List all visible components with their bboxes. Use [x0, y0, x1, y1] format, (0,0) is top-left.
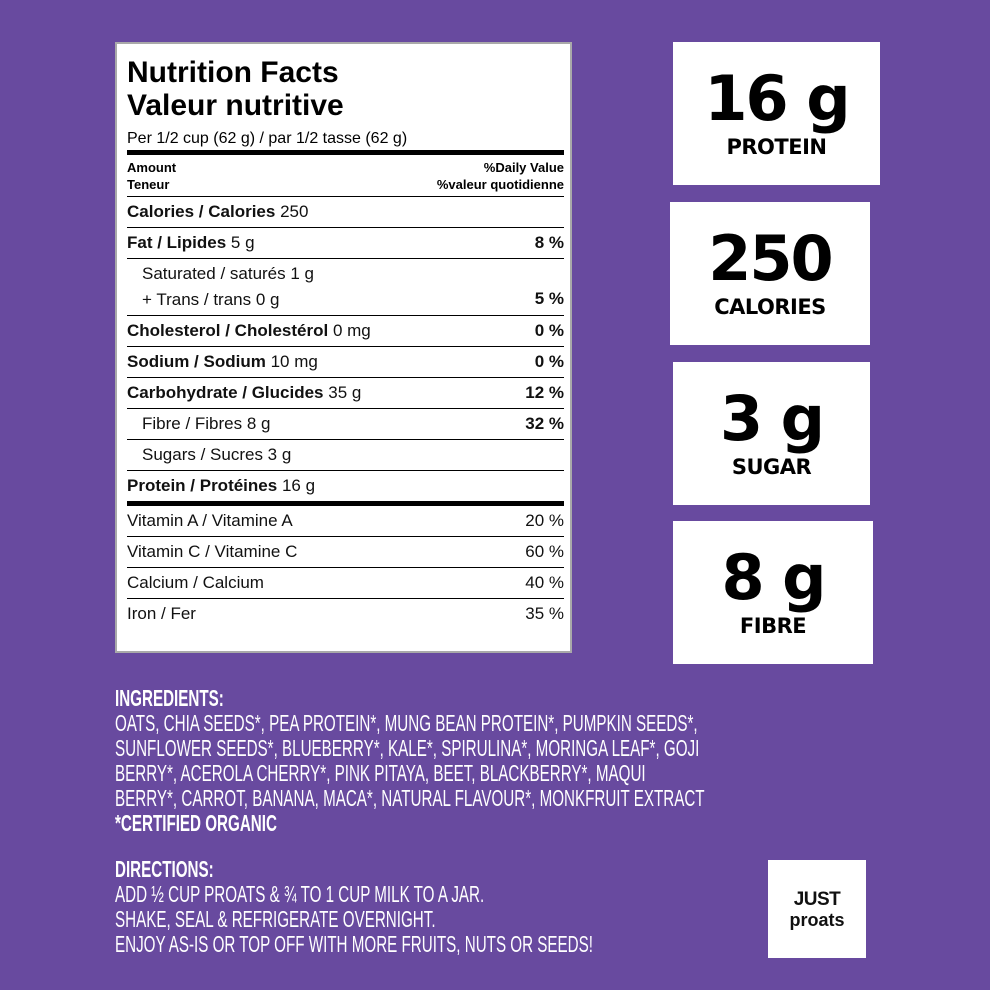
nutrient-label: Sodium / Sodium 10 mg [127, 352, 318, 372]
nutrient-amount: 0 mg [332, 321, 371, 340]
nutrient-label: Saturated / saturés 1 g + Trans / trans 0… [142, 261, 314, 313]
nutrient-row: Calories / Calories 250 [127, 197, 564, 228]
logo-text: JUST [793, 889, 841, 910]
nutrient-amount: 16 g [281, 476, 316, 495]
daily-value: 0 % [534, 321, 564, 340]
stat-value: 3 g [719, 382, 825, 455]
stat-box: 250 CALORIES [670, 202, 870, 345]
column-headers: Amount Teneur %Daily Value %valeur quotidi… [127, 155, 564, 197]
daily-value: 12 % [525, 383, 564, 402]
nutrient-label: Calories / Calories 250 [127, 202, 308, 222]
logo-text: proats [789, 910, 845, 930]
stat-box: 3 g SUGAR [673, 362, 870, 505]
direction-line: ADD ½ CUP PROATS & ¾ TO 1 CUP MILK TO A … [115, 881, 485, 907]
daily-value: 35 % [525, 604, 564, 623]
nutrient-text: Fibre / Fibres 8 g [142, 414, 271, 433]
ingredient-line: BERRY*, ACEROLA CHERRY*, PINK PITAYA, BE… [115, 760, 646, 786]
vitamin-name: Vitamin A / Vitamine A [127, 511, 293, 530]
nutrient-amount: 250 [280, 202, 309, 221]
daily-value: 40 % [525, 573, 564, 592]
nutrient-line: + Trans / trans 0 g [142, 290, 280, 309]
stat-value: 8 g [721, 541, 826, 614]
nutrient-label: Protein / Protéines 16 g [127, 476, 315, 496]
label-title: Valeur nutritive [127, 89, 344, 122]
nutrient-name: Carbohydrate / Glucides [127, 383, 324, 402]
nutrient-row: Fat / Lipides 5 g 8 % [127, 228, 564, 259]
nutrient-rows: Calories / Calories 250 Fat / Lipides 5 g… [127, 197, 564, 501]
ingredients: INGREDIENTS: OATS, CHIA SEEDS*, PEA PROTE… [115, 686, 705, 836]
header-text: Amount [127, 160, 177, 175]
direction-line: SHAKE, SEAL & REFRIGERATE OVERNIGHT. [115, 906, 436, 932]
header-text: %Daily Value [483, 160, 564, 175]
dv-header: %Daily Value %valeur quotidienne [437, 159, 564, 193]
daily-value: 20 % [525, 511, 564, 530]
nutrient-row: Sugars / Sucres 3 g [127, 440, 564, 471]
nutrient-label: Cholesterol / Cholestérol 0 mg [127, 321, 371, 341]
nutrient-label: Fibre / Fibres 8 g [142, 414, 271, 434]
label-content: Nutrition Facts Valeur nutritive Per 1/2… [127, 56, 564, 629]
nutrition-label: Nutrition Facts Valeur nutritive Per 1/2… [115, 42, 572, 653]
vitamin-rows: Vitamin A / Vitamine A 20 % Vitamin C / Vi… [127, 506, 564, 629]
amount-header: Amount Teneur [127, 159, 176, 193]
rule [127, 501, 564, 506]
nutrient-line: Saturated / saturés 1 g [142, 264, 314, 283]
vitamin-name: Iron / Fer [127, 604, 196, 623]
nutrient-amount: 5 g [230, 233, 255, 252]
nutrient-amount: 35 g [328, 383, 362, 402]
header-text: Teneur [127, 177, 170, 192]
nutrient-name: Cholesterol / Cholestérol [127, 321, 329, 340]
nutrient-name: Sodium / Sodium [127, 352, 266, 371]
stat-label: CALORIES [714, 295, 826, 319]
stat-box: 16 g PROTEIN [673, 42, 880, 185]
vitamin-row: Iron / Fer 35 % [127, 599, 564, 629]
header-text: %valeur quotidienne [436, 177, 564, 192]
daily-value: 0 % [534, 352, 564, 371]
vitamin-name: Vitamin C / Vitamine C [127, 542, 298, 561]
nutrient-label: Fat / Lipides 5 g [127, 233, 255, 253]
stat-value: 16 g [704, 62, 850, 135]
stat-value: 250 [708, 222, 833, 295]
vitamin-name: Calcium / Calcium [127, 573, 264, 592]
daily-value: 5 % [534, 289, 564, 308]
daily-value: 8 % [534, 233, 564, 252]
vitamin-row: Vitamin A / Vitamine A 20 % [127, 506, 564, 537]
nutrient-amount: 10 mg [270, 352, 318, 371]
label-title: Nutrition Facts [127, 56, 339, 89]
vitamin-row: Calcium / Calcium 40 % [127, 568, 564, 599]
stat-box: 8 g FIBRE [673, 521, 873, 664]
nutrient-label: Carbohydrate / Glucides 35 g [127, 383, 361, 403]
nutrient-row: Sodium / Sodium 10 mg 0 % [127, 347, 564, 378]
daily-value: 60 % [525, 542, 564, 561]
nutrient-row: Saturated / saturés 1 g + Trans / trans 0… [127, 259, 564, 316]
nutrient-row: Cholesterol / Cholestérol 0 mg 0 % [127, 316, 564, 347]
daily-value: 32 % [525, 414, 564, 433]
stat-label: PROTEIN [726, 135, 827, 159]
ingredient-line: OATS, CHIA SEEDS*, PEA PROTEIN*, MUNG BE… [115, 710, 698, 736]
nutrient-name: Protein / Protéines [127, 476, 278, 495]
nutrient-text: Sugars / Sucres 3 g [142, 445, 292, 464]
nutrient-label: Sugars / Sucres 3 g [142, 445, 291, 465]
directions: DIRECTIONS: ADD ½ CUP PROATS & ¾ TO 1 CUP… [115, 857, 593, 957]
organic-note: *CERTIFIED ORGANIC [115, 810, 277, 836]
ingredient-line: SUNFLOWER SEEDS*, BLUEBERRY*, KALE*, SPI… [115, 735, 700, 761]
nutrient-row: Fibre / Fibres 8 g 32 % [127, 409, 564, 440]
stat-label: SUGAR [731, 455, 812, 479]
nutrient-name: Calories / Calories [127, 202, 276, 221]
section-heading: DIRECTIONS: [115, 856, 214, 882]
direction-line: ENJOY AS-IS OR TOP OFF WITH MORE FRUITS,… [115, 931, 593, 957]
nutrient-row: Carbohydrate / Glucides 35 g 12 % [127, 378, 564, 409]
vitamin-row: Vitamin C / Vitamine C 60 % [127, 537, 564, 568]
stat-label: FIBRE [739, 614, 807, 638]
serving-size: Per 1/2 cup (62 g) / par 1/2 tasse (62 g… [127, 130, 408, 147]
rule [127, 150, 564, 155]
logo: JUST proats [768, 860, 866, 958]
nutrient-name: Fat / Lipides [127, 233, 227, 252]
section-heading: INGREDIENTS: [115, 685, 224, 711]
ingredient-line: BERRY*, CARROT, BANANA, MACA*, NATURAL F… [115, 785, 705, 811]
nutrient-row: Protein / Protéines 16 g [127, 471, 564, 501]
